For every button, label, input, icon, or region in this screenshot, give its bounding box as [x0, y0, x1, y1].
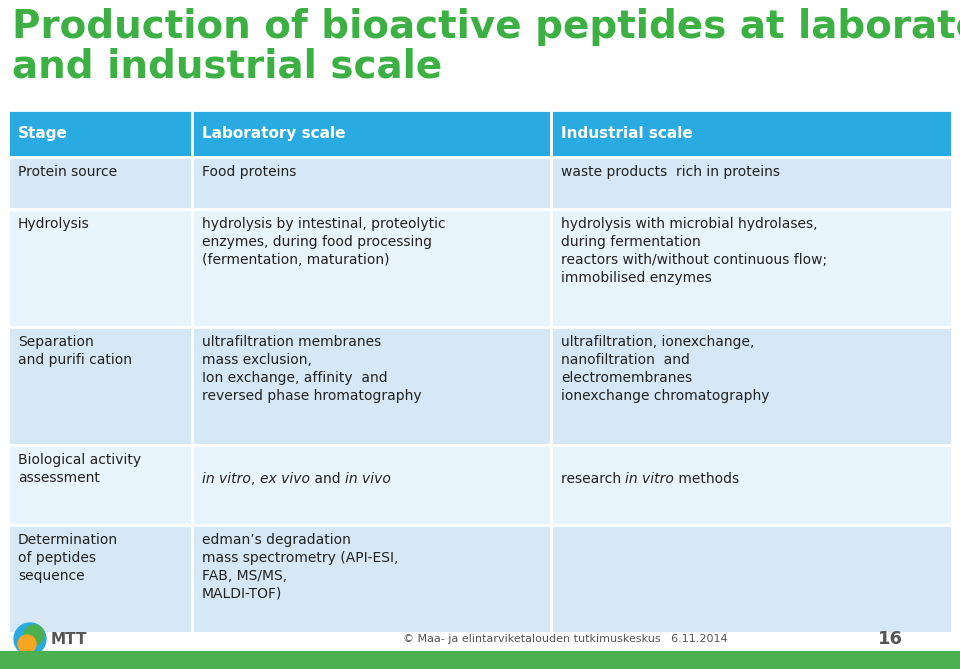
Bar: [192, 327, 551, 445]
Text: ex vivo: ex vivo: [260, 472, 310, 486]
Text: research: research: [561, 472, 625, 486]
Text: and: and: [310, 472, 345, 486]
Text: © Maa- ja elintarviketalouden tutkimuskeskus   6.11.2014: © Maa- ja elintarviketalouden tutkimuske…: [403, 634, 728, 644]
Text: Protein source: Protein source: [18, 165, 117, 179]
Bar: [192, 110, 551, 157]
Text: Food proteins: Food proteins: [203, 165, 297, 179]
Text: and industrial scale: and industrial scale: [12, 48, 443, 86]
Circle shape: [18, 635, 36, 653]
Text: Stage: Stage: [18, 126, 68, 141]
Text: Separation
and purifi cation: Separation and purifi cation: [18, 335, 132, 367]
Text: in vitro: in vitro: [203, 472, 251, 486]
Text: in vivo: in vivo: [345, 472, 391, 486]
Text: in vitro: in vitro: [625, 472, 674, 486]
Bar: [8, 445, 192, 525]
Bar: [192, 209, 551, 327]
Bar: [551, 209, 952, 327]
Text: MTT: MTT: [51, 632, 87, 646]
Text: Hydrolysis: Hydrolysis: [18, 217, 89, 231]
Text: Biological activity
assessment: Biological activity assessment: [18, 453, 141, 485]
Text: Determination
of peptides
sequence: Determination of peptides sequence: [18, 533, 118, 583]
Text: hydrolysis by intestinal, proteolytic
enzymes, during food processing
(fermentat: hydrolysis by intestinal, proteolytic en…: [203, 217, 445, 267]
Text: hydrolysis with microbial hydrolases,
during fermentation
reactors with/without : hydrolysis with microbial hydrolases, du…: [561, 217, 827, 284]
Text: 16: 16: [878, 630, 903, 648]
Bar: [551, 157, 952, 209]
Bar: [8, 157, 192, 209]
Bar: [551, 525, 952, 633]
Text: ,: ,: [251, 472, 260, 486]
Text: waste products  rich in proteins: waste products rich in proteins: [561, 165, 780, 179]
Text: Industrial scale: Industrial scale: [561, 126, 692, 141]
Circle shape: [24, 625, 44, 645]
Bar: [8, 110, 192, 157]
Text: edman’s degradation
mass spectrometry (API-ESI,
FAB, MS/MS,
MALDI-TOF): edman’s degradation mass spectrometry (A…: [203, 533, 398, 601]
Bar: [8, 525, 192, 633]
Text: Production of bioactive peptides at laboratory: Production of bioactive peptides at labo…: [12, 8, 960, 46]
Bar: [551, 327, 952, 445]
Text: Laboratory scale: Laboratory scale: [203, 126, 346, 141]
Bar: [192, 445, 551, 525]
Circle shape: [14, 623, 46, 655]
Bar: [192, 525, 551, 633]
Text: ultrafiltration membranes
mass exclusion,
Ion exchange, affinity  and
reversed p: ultrafiltration membranes mass exclusion…: [203, 335, 421, 403]
Bar: [192, 157, 551, 209]
Text: methods: methods: [674, 472, 739, 486]
Bar: [8, 327, 192, 445]
Text: ultrafiltration, ionexchange,
nanofiltration  and
electromembranes
ionexchange c: ultrafiltration, ionexchange, nanofiltra…: [561, 335, 769, 403]
Bar: [551, 445, 952, 525]
Bar: [8, 209, 192, 327]
Bar: [0, 651, 960, 669]
Bar: [551, 110, 952, 157]
